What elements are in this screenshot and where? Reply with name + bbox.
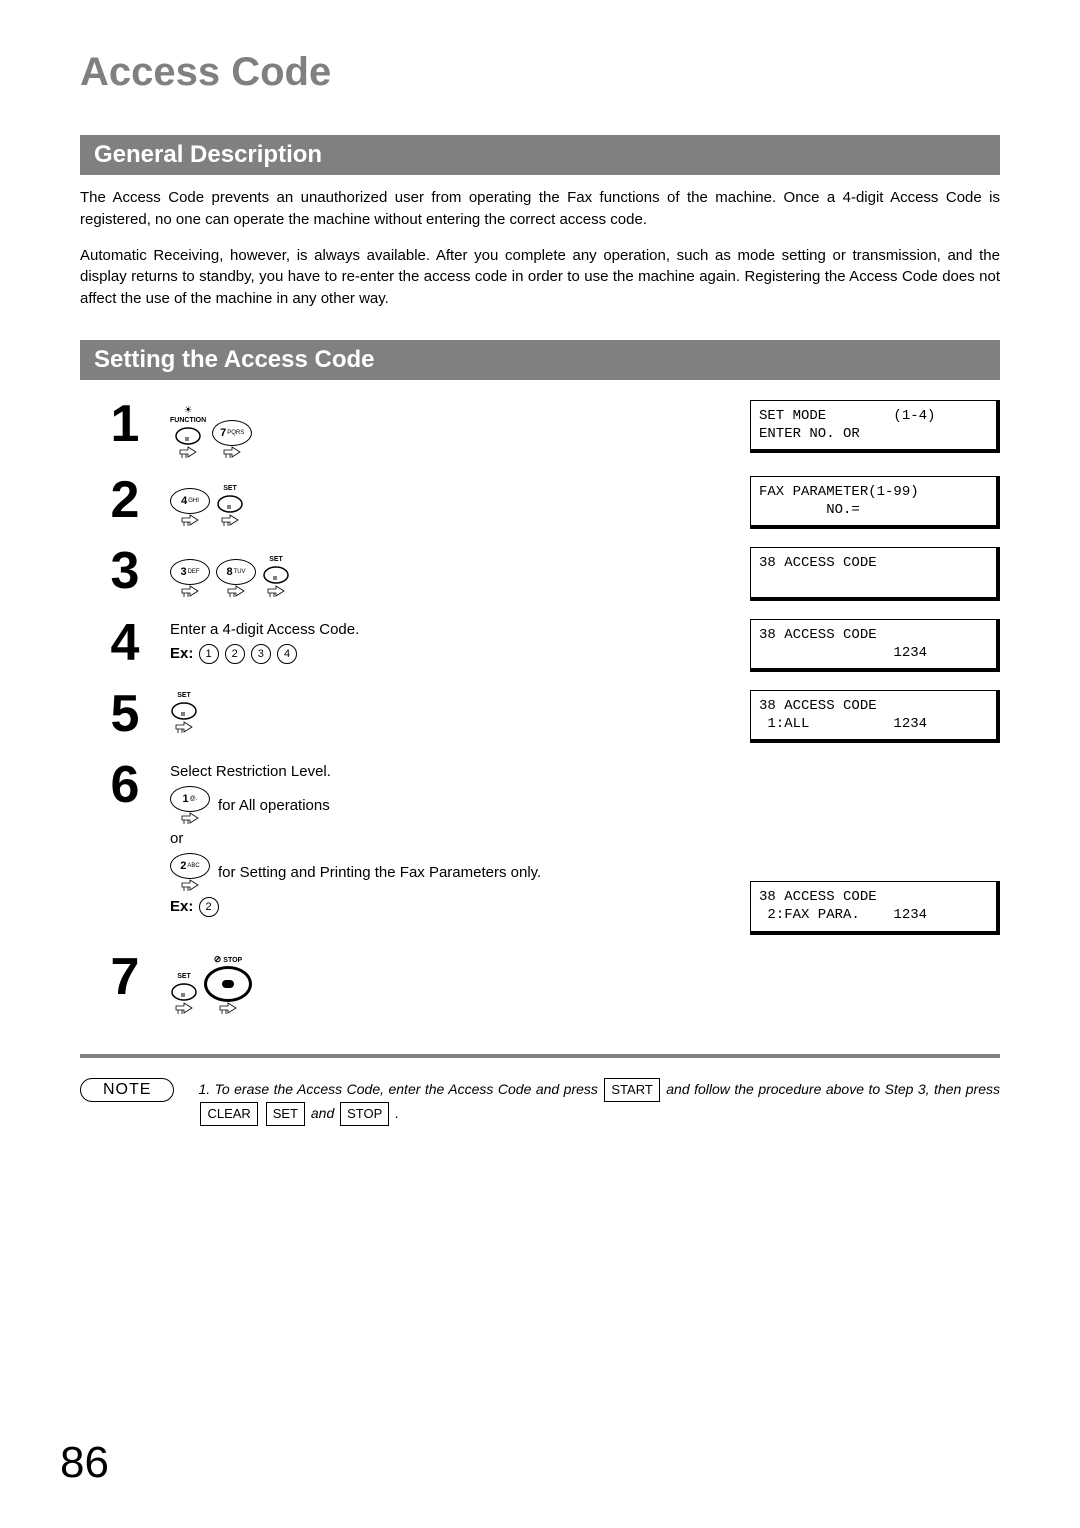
step6-opt2: for Setting and Printing the Fax Paramet… — [218, 864, 541, 881]
step-number: 1 — [80, 394, 170, 450]
set-key-icon — [216, 494, 244, 514]
lcd-3: 38 ACCESS CODE — [750, 547, 1000, 600]
steps-list: 1 ☀ FUNCTION 7PQRS SET MODE — [80, 394, 1000, 1014]
digit-ex: 2 — [199, 897, 219, 917]
general-para-1: The Access Code prevents an unauthorized… — [80, 187, 1000, 231]
set-key: SET — [170, 692, 198, 733]
press-icon — [220, 514, 240, 526]
digit-3: 3 — [251, 644, 271, 664]
lcd-4: 38 ACCESS CODE 1234 — [750, 619, 1000, 672]
note-row: NOTE 1. To erase the Access Code, enter … — [80, 1078, 1000, 1126]
step-1: 1 ☀ FUNCTION 7PQRS SET MODE — [80, 394, 1000, 458]
key-3: 3DEF — [170, 549, 210, 597]
lcd-5: 38 ACCESS CODE 1:ALL 1234 — [750, 690, 1000, 743]
step-number: 3 — [80, 541, 170, 597]
press-icon — [180, 514, 200, 526]
general-para-2: Automatic Receiving, however, is always … — [80, 245, 1000, 310]
step-2: 2 4GHI SET FAX PARAMETER(1-99) NO. — [80, 470, 1000, 529]
step-7: 7 SET ⊘ STOP — [80, 947, 1000, 1014]
set-key-icon — [174, 426, 202, 446]
key-4: 4GHI — [170, 478, 210, 526]
press-icon — [266, 585, 286, 597]
footer-rule — [80, 1054, 1000, 1058]
set-key-icon — [170, 701, 198, 721]
step6-ex: Ex: — [170, 898, 193, 915]
page-number: 86 — [60, 1438, 109, 1488]
step-4: 4 Enter a 4-digit Access Code. Ex: 1 2 3… — [80, 613, 1000, 672]
press-icon — [174, 1002, 194, 1014]
step-number: 2 — [80, 470, 170, 526]
key-2: 2ABC — [170, 853, 210, 891]
set-key: SET — [170, 973, 198, 1014]
step-number: 4 — [80, 613, 170, 669]
lcd-2: FAX PARAMETER(1-99) NO.= — [750, 476, 1000, 529]
stop-key-icon — [204, 966, 252, 1002]
step-5: 5 SET 38 ACCESS CODE 1:ALL 1234 — [80, 684, 1000, 743]
step-number: 7 — [80, 947, 170, 1003]
set-key: SET — [262, 556, 290, 597]
press-icon — [174, 721, 194, 733]
step4-instr: Enter a 4-digit Access Code. — [170, 621, 740, 638]
btn-start: START — [604, 1078, 659, 1102]
digit-2: 2 — [225, 644, 245, 664]
step-number: 6 — [80, 755, 170, 811]
lcd-6: 38 ACCESS CODE 2:FAX PARA. 1234 — [750, 881, 1000, 934]
press-icon — [178, 446, 198, 458]
press-icon — [218, 1002, 238, 1014]
key-1: 1@. — [170, 786, 210, 824]
step-3: 3 3DEF 8TUV SET — [80, 541, 1000, 600]
step6-or: or — [170, 830, 740, 847]
key-8: 8TUV — [216, 549, 256, 597]
digit-4: 4 — [277, 644, 297, 664]
function-key: ☀ FUNCTION — [170, 406, 206, 458]
digit-1: 1 — [199, 644, 219, 664]
step-6: 6 Select Restriction Level. 1@. for All … — [80, 755, 1000, 934]
set-key-icon — [170, 982, 198, 1002]
step-number: 5 — [80, 684, 170, 740]
note-badge: NOTE — [80, 1078, 174, 1102]
section-setting-title: Setting the Access Code — [80, 340, 1000, 380]
page: Access Code General Description The Acce… — [0, 0, 1080, 1528]
key-7: 7PQRS — [212, 402, 252, 458]
btn-set: SET — [266, 1102, 305, 1126]
set-key-icon — [262, 565, 290, 585]
press-icon — [226, 585, 246, 597]
stop-key: ⊘ STOP — [204, 955, 252, 1014]
press-icon — [222, 446, 242, 458]
note-text: 1. To erase the Access Code, enter the A… — [198, 1078, 1000, 1126]
btn-stop: STOP — [340, 1102, 389, 1126]
step6-opt1: for All operations — [218, 797, 330, 814]
press-icon — [180, 812, 200, 824]
set-key: SET — [216, 485, 244, 526]
btn-clear: CLEAR — [200, 1102, 257, 1126]
section-general-title: General Description — [80, 135, 1000, 175]
step4-ex: Ex: — [170, 644, 193, 661]
step6-instr: Select Restriction Level. — [170, 763, 740, 780]
lcd-1: SET MODE (1-4) ENTER NO. OR — [750, 400, 1000, 453]
press-icon — [180, 585, 200, 597]
page-title: Access Code — [80, 50, 1000, 95]
press-icon — [180, 879, 200, 891]
